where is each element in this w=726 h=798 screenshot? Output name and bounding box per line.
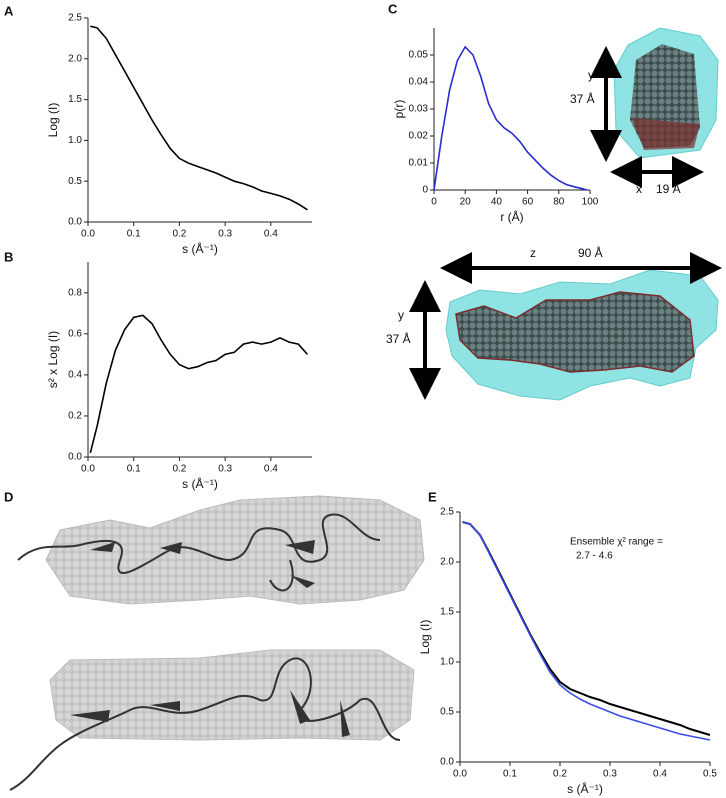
x-tick-label: 0.2 <box>172 229 186 240</box>
x-axis-label: r (Å) <box>500 209 523 224</box>
y-tick-label: 2.5 <box>440 507 454 518</box>
x-tick-label: 40 <box>491 197 503 208</box>
x-tick-label: 0.1 <box>127 229 141 240</box>
size-label: 37 Å <box>570 91 595 106</box>
x-tick-label: 0.4 <box>264 229 278 240</box>
data-line <box>89 314 308 454</box>
y-tick-label: 0.5 <box>68 176 82 187</box>
x-tick-label: 80 <box>553 197 565 208</box>
y-tick-label: 0 <box>422 185 428 196</box>
x-tick-label: 0.4 <box>653 769 667 780</box>
top-model <box>409 252 722 401</box>
x-tick-label: 0.0 <box>81 464 95 475</box>
y-tick-label: 1.5 <box>68 94 82 105</box>
size-label: 90 Å <box>578 245 603 260</box>
y-tick-label: 0.03 <box>409 104 429 115</box>
x-tick-label: 0.3 <box>218 464 232 475</box>
x-tick-label: 0.0 <box>81 229 95 240</box>
x-tick-label: 0.3 <box>218 229 232 240</box>
x-tick-label: 60 <box>522 197 534 208</box>
axis-name: y <box>588 68 594 82</box>
data-line <box>433 45 588 191</box>
y-tick-label: 0.05 <box>409 50 429 61</box>
structure-top <box>17 495 425 605</box>
y-tick-label: 0.01 <box>409 158 429 169</box>
y-axis-label: Log (I) <box>46 103 60 138</box>
y-tick-label: 2.5 <box>68 13 82 24</box>
panel-label: C <box>388 1 398 16</box>
x-axis-label: s (Å⁻¹) <box>182 476 218 491</box>
y-tick-label: 0.2 <box>68 411 82 422</box>
size-label: 19 Å <box>656 181 681 196</box>
side-model <box>590 27 719 188</box>
y-tick-label: 2.0 <box>440 557 454 568</box>
y-tick-label: 0.04 <box>409 77 429 88</box>
x-tick-label: 0.4 <box>264 464 278 475</box>
y-tick-label: 0.4 <box>68 370 82 381</box>
annotation: Ensemble χ² range = <box>570 537 663 548</box>
x-tick-label: 0 <box>431 197 437 208</box>
y-tick-label: 2.0 <box>68 53 82 64</box>
y-tick-label: 0.6 <box>68 328 82 339</box>
y-tick-label: 1.0 <box>440 657 454 668</box>
y-axis-label: Log (I) <box>418 620 432 655</box>
y-tick-label: 0.5 <box>440 707 454 718</box>
axis-name: y <box>398 308 404 322</box>
x-tick-label: 0.1 <box>503 769 517 780</box>
y-tick-label: 0.0 <box>440 757 454 768</box>
panel-label: D <box>4 489 13 504</box>
panel-label: A <box>4 3 14 18</box>
x-axis-label: s (Å⁻¹) <box>567 781 603 796</box>
x-tick-label: 0.1 <box>127 464 141 475</box>
x-tick-label: 20 <box>460 197 472 208</box>
annotation: 2.7 - 4.6 <box>576 551 613 562</box>
panel-label: B <box>4 249 13 264</box>
data-line <box>462 521 711 741</box>
y-tick-label: 0.0 <box>68 217 82 228</box>
data-line <box>90 25 308 211</box>
size-label: 37 Å <box>386 331 411 346</box>
y-tick-label: 0.02 <box>409 131 429 142</box>
y-axis-label: p(r) <box>392 100 406 119</box>
x-tick-label: 0.2 <box>172 464 186 475</box>
panel-label: E <box>428 489 437 504</box>
axis-name: x <box>636 182 642 196</box>
y-axis-label: s² x Log (I) <box>46 331 60 388</box>
y-tick-label: 1.0 <box>68 135 82 146</box>
axis-name: z <box>530 246 536 260</box>
x-tick-label: 0.5 <box>703 769 717 780</box>
y-tick-label: 0.8 <box>68 287 82 298</box>
x-tick-label: 100 <box>582 197 599 208</box>
x-axis-label: s (Å⁻¹) <box>182 241 218 256</box>
x-tick-label: 0.3 <box>603 769 617 780</box>
y-tick-label: 0.0 <box>68 452 82 463</box>
x-tick-label: 0.0 <box>453 769 467 780</box>
structure-bottom <box>9 649 415 791</box>
x-tick-label: 0.2 <box>553 769 567 780</box>
y-tick-label: 1.5 <box>440 607 454 618</box>
